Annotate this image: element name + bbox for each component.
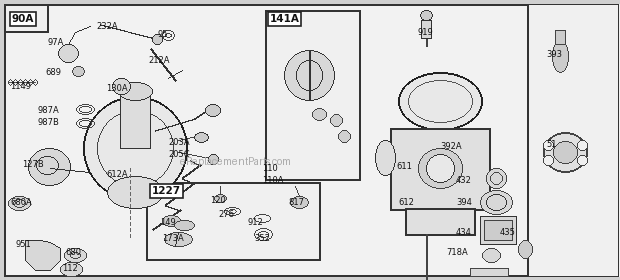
Text: 987A: 987A <box>38 106 60 115</box>
Text: 718A: 718A <box>446 248 467 257</box>
Text: 817: 817 <box>288 198 304 207</box>
Text: 127B: 127B <box>22 160 44 169</box>
Text: 276: 276 <box>218 210 234 219</box>
Text: 432: 432 <box>456 176 472 185</box>
Text: 987B: 987B <box>38 118 60 127</box>
Text: 112: 112 <box>62 264 78 273</box>
Text: 680A: 680A <box>10 198 32 207</box>
Text: 912: 912 <box>248 218 264 227</box>
Text: 203A: 203A <box>168 138 190 147</box>
Text: 205C: 205C <box>168 150 190 159</box>
Text: 680: 680 <box>65 248 81 257</box>
Text: 173A: 173A <box>162 234 184 243</box>
Text: 1149: 1149 <box>10 82 31 91</box>
Text: 97A: 97A <box>48 38 64 47</box>
Text: 90A: 90A <box>12 14 34 24</box>
Text: 120: 120 <box>210 196 226 205</box>
Text: 1227: 1227 <box>152 186 181 196</box>
Text: 434: 434 <box>456 228 472 237</box>
Text: 149: 149 <box>160 218 175 227</box>
Text: 212A: 212A <box>148 56 169 65</box>
Text: 51: 51 <box>546 140 557 149</box>
Text: 110A: 110A <box>262 176 283 185</box>
Text: 394: 394 <box>456 198 472 207</box>
Text: 392A: 392A <box>440 142 462 151</box>
Text: 435: 435 <box>500 228 516 237</box>
Text: 130A: 130A <box>106 84 128 93</box>
Text: 919: 919 <box>418 28 434 37</box>
Text: 110: 110 <box>262 164 278 173</box>
Text: 611: 611 <box>396 162 412 171</box>
Text: 352: 352 <box>254 234 270 243</box>
Text: 951: 951 <box>16 240 32 249</box>
Text: 141A: 141A <box>270 14 300 24</box>
Text: 232A: 232A <box>96 22 118 31</box>
Text: 393: 393 <box>546 50 562 59</box>
Text: 95: 95 <box>158 30 169 39</box>
Text: 689: 689 <box>45 68 61 77</box>
Text: 612: 612 <box>398 198 414 207</box>
Text: 612A: 612A <box>106 170 128 179</box>
